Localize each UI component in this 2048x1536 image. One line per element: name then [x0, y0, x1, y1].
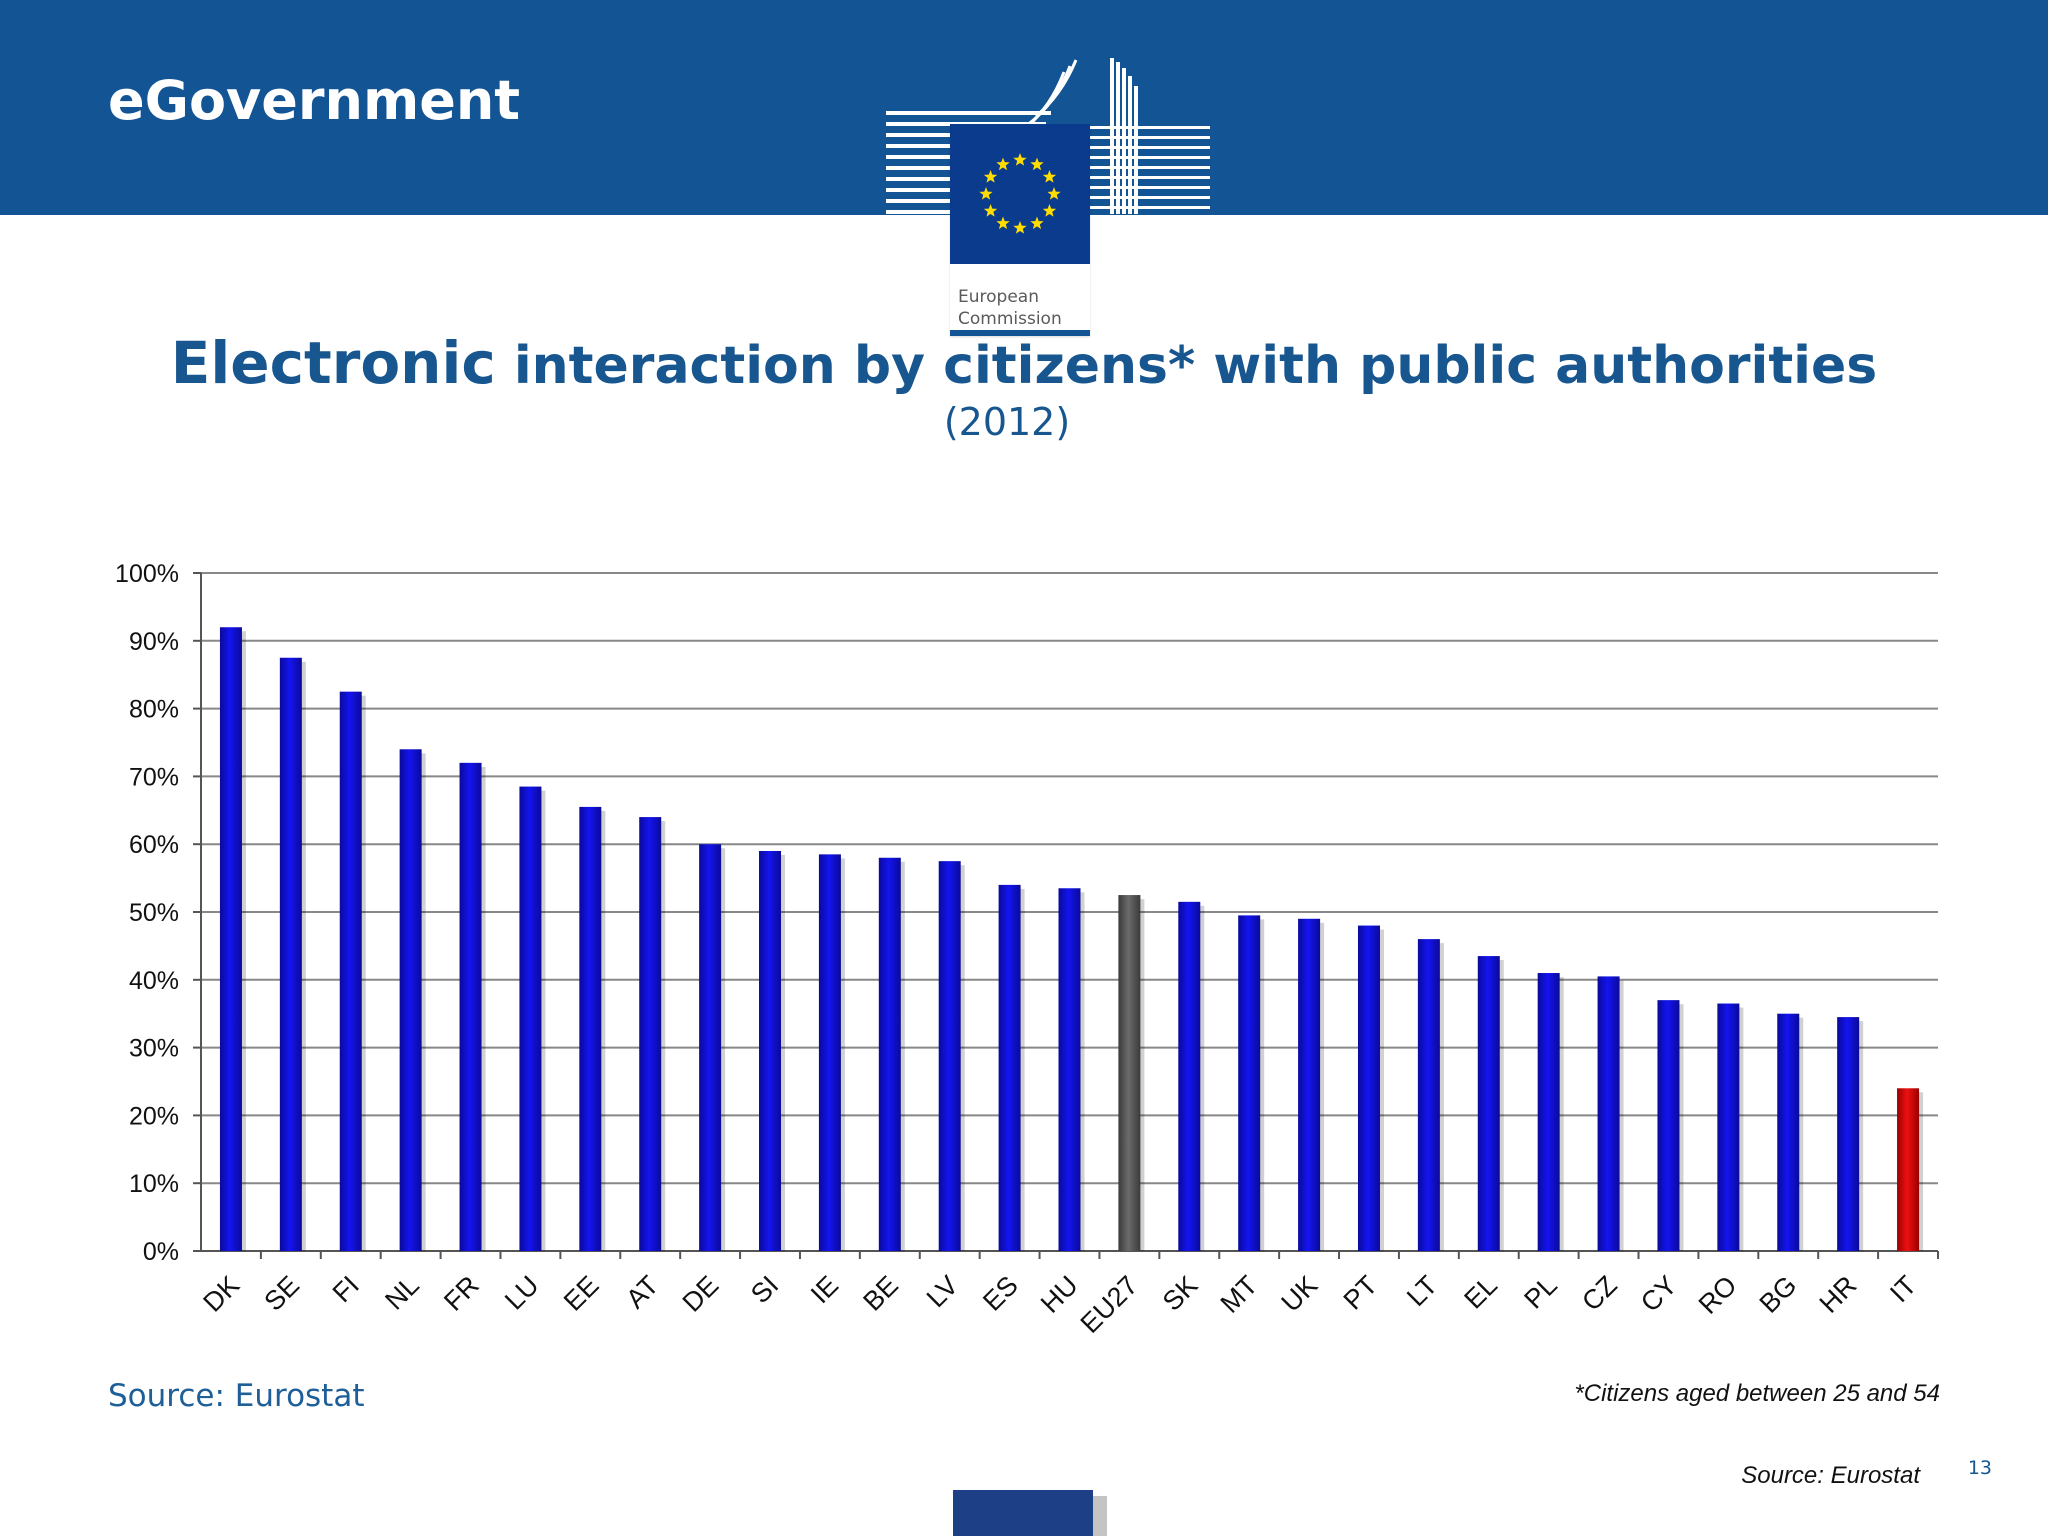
- eu-star-icon: [1042, 170, 1057, 183]
- x-tick-label: AT: [620, 1270, 664, 1314]
- bar-hr: [1837, 1017, 1860, 1251]
- x-tick-label: EL: [1458, 1270, 1503, 1315]
- x-tick-label: PL: [1518, 1270, 1563, 1315]
- eu-star-icon: [1013, 153, 1027, 166]
- bar-cy: [1657, 1000, 1680, 1251]
- x-tick-label: HR: [1814, 1270, 1863, 1319]
- eu-star-icon: [979, 187, 993, 200]
- eu-star-icon: [996, 216, 1010, 230]
- logo-card: European Commission: [950, 124, 1090, 336]
- x-tick-label: LU: [499, 1270, 545, 1316]
- x-tick-label: EU27: [1075, 1270, 1144, 1339]
- bar-fi: [339, 691, 362, 1251]
- european-commission-logo: European Commission: [886, 56, 1210, 336]
- bar-be: [878, 857, 901, 1251]
- y-tick-label: 30%: [129, 1035, 179, 1063]
- bar-eu27: [1118, 895, 1141, 1251]
- logo-name-line2: Commission: [958, 309, 1062, 329]
- bar-ee: [579, 806, 602, 1251]
- x-tick-label: FR: [438, 1270, 485, 1317]
- header-title: eGovernment: [108, 69, 521, 132]
- bar-dk: [219, 627, 242, 1251]
- y-tick-label: 50%: [129, 899, 179, 927]
- x-tick-label: SK: [1157, 1270, 1204, 1317]
- bar-lt: [1417, 939, 1440, 1251]
- x-tick-label: RO: [1693, 1270, 1743, 1320]
- bar-si: [759, 850, 782, 1251]
- eu-star-icon: [1042, 204, 1057, 217]
- bar-chart: 0% 10% 20% 30% 40% 50% 60% 70% 80% 90% 100% DK SE FI N…: [115, 560, 1939, 1339]
- slide-subtitle: (2012): [943, 400, 1071, 444]
- x-tick-label: HU: [1035, 1270, 1084, 1319]
- bar-it: [1897, 1088, 1920, 1251]
- x-tick-label: SE: [258, 1270, 305, 1317]
- x-tick-label: IE: [805, 1270, 844, 1309]
- bar-pl: [1537, 973, 1560, 1251]
- y-tick-label: 70%: [129, 763, 179, 791]
- logo-name-line1: European: [958, 287, 1039, 307]
- bar-hu: [1058, 888, 1081, 1251]
- bar-cz: [1597, 976, 1620, 1251]
- source-label: Source: Eurostat: [108, 1378, 365, 1414]
- bar-ro: [1717, 1003, 1740, 1251]
- x-tick-label: SI: [745, 1270, 784, 1309]
- logo-underline: [950, 330, 1090, 336]
- x-tick-label: ES: [977, 1270, 1024, 1317]
- page-number: 13: [1967, 1457, 1992, 1479]
- x-tick-label: IT: [1884, 1270, 1922, 1308]
- y-tick-label: 40%: [129, 967, 179, 995]
- eu-star-icon: [983, 204, 998, 217]
- eu-star-icon: [1013, 221, 1027, 234]
- eu-flag-icon: [950, 124, 1090, 264]
- slide-title: Electronic interaction by citizens* with…: [0, 328, 2048, 401]
- y-tick-label: 10%: [129, 1170, 179, 1198]
- chart-source-label: Source: Eurostat: [1741, 1462, 1920, 1489]
- x-tick-label: FI: [327, 1270, 365, 1308]
- x-tick-label: BE: [857, 1270, 904, 1317]
- bar-sk: [1178, 901, 1201, 1251]
- footnote: *Citizens aged between 25 and 54: [1574, 1380, 1940, 1407]
- x-tick-label: EE: [558, 1270, 605, 1317]
- bar-el: [1477, 956, 1500, 1251]
- bar-lu: [519, 786, 542, 1251]
- eu-star-icon: [1047, 187, 1061, 200]
- slide-title-lead: Electronic: [170, 329, 496, 397]
- y-tick-label: 100%: [115, 560, 179, 588]
- y-tick-label: 20%: [129, 1102, 179, 1130]
- x-tick-label: NL: [379, 1270, 425, 1316]
- x-tick-label: DK: [197, 1270, 245, 1318]
- y-tick-label: 0%: [143, 1238, 179, 1266]
- bar-at: [639, 817, 662, 1251]
- bar-ie: [818, 854, 841, 1251]
- bar-nl: [399, 749, 422, 1251]
- y-tick-label: 90%: [129, 628, 179, 656]
- x-tick-label: DE: [677, 1270, 725, 1318]
- bar-mt: [1238, 915, 1261, 1251]
- bar-de: [699, 844, 722, 1251]
- bottom-tab: [953, 1490, 1093, 1536]
- bottom-tab-shadow: [1093, 1496, 1107, 1536]
- x-tick-label: PT: [1338, 1270, 1384, 1316]
- bar-lv: [938, 861, 961, 1251]
- bar-uk: [1298, 918, 1321, 1251]
- x-tick-label: CY: [1635, 1270, 1683, 1318]
- y-tick-label: 80%: [129, 696, 179, 724]
- eu-star-icon: [996, 157, 1010, 171]
- bar-bg: [1777, 1013, 1800, 1251]
- y-tick-label: 60%: [129, 831, 179, 859]
- bar-se: [279, 657, 302, 1251]
- bar-pt: [1357, 925, 1380, 1251]
- slide-title-rest: interaction by citizens* with public aut…: [495, 336, 1878, 396]
- x-tick-label: LV: [921, 1270, 964, 1313]
- x-tick-label: BG: [1754, 1270, 1803, 1319]
- eu-star-icon: [1030, 157, 1044, 171]
- x-tick-label: UK: [1276, 1270, 1324, 1318]
- x-tick-label: LT: [1401, 1270, 1443, 1312]
- x-tick-label: MT: [1215, 1270, 1264, 1319]
- bar-es: [998, 884, 1021, 1251]
- x-tick-label: CZ: [1576, 1270, 1623, 1317]
- bar-fr: [459, 762, 482, 1251]
- eu-star-icon: [1030, 216, 1044, 230]
- eu-star-icon: [983, 170, 998, 183]
